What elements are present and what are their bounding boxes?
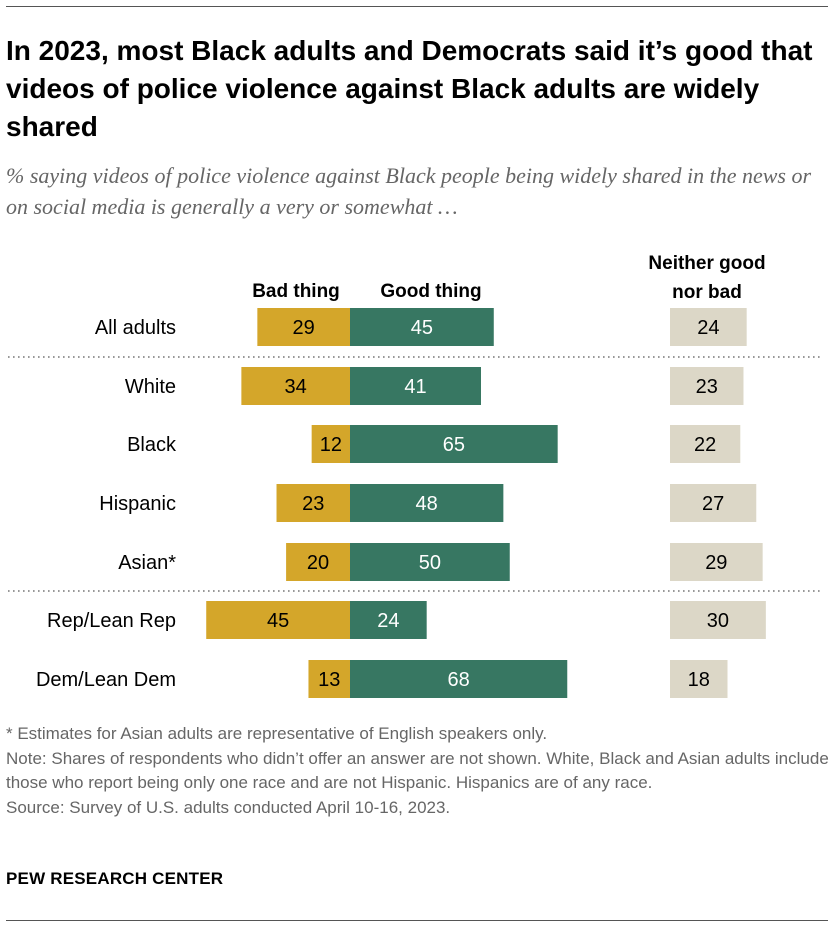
bar-neither (670, 660, 728, 698)
top-rule (6, 6, 828, 7)
data-label-neither: 24 (697, 317, 719, 339)
data-label-good: 41 (404, 376, 426, 398)
data-label-bad: 12 (320, 434, 342, 456)
category-label: All adults (95, 317, 176, 339)
bar-good-thing (350, 484, 504, 522)
chart-row: Dem/Lean Dem 13 68 18 (36, 660, 728, 698)
category-label: Rep/Lean Rep (47, 610, 176, 632)
data-label-good: 24 (377, 610, 399, 632)
bar-good-thing (350, 543, 510, 581)
data-label-neither: 18 (688, 669, 710, 691)
asterisk-note: * Estimates for Asian adults are represe… (6, 724, 548, 743)
bar-good-thing (350, 308, 494, 346)
bottom-rule (6, 920, 828, 921)
data-label-neither: 30 (707, 610, 729, 632)
chart-row: Hispanic 23 48 27 (99, 484, 757, 522)
bar-bad-thing (241, 367, 350, 405)
bar-bad-thing (308, 660, 350, 698)
header-good-thing: Good thing (380, 281, 481, 302)
category-label: Asian* (118, 552, 176, 574)
data-label-good: 48 (416, 493, 438, 515)
header-neither-line2: nor bad (672, 282, 742, 303)
bar-neither (670, 367, 744, 405)
data-label-bad: 13 (318, 669, 340, 691)
data-label-neither: 23 (696, 376, 718, 398)
data-label-good: 65 (443, 434, 465, 456)
bar-neither (670, 484, 757, 522)
bar-bad-thing (311, 425, 350, 463)
header-neither-line1: Neither good (648, 253, 765, 274)
methodology-note: Note: Shares of respondents who didn’t o… (6, 748, 829, 793)
data-label-good: 50 (419, 552, 441, 574)
bar-good-thing (350, 367, 481, 405)
bar-neither (670, 425, 741, 463)
data-label-neither: 22 (694, 434, 716, 456)
category-label: Black (127, 434, 177, 456)
chart-notes: * Estimates for Asian adults are represe… (6, 722, 832, 820)
category-label: Dem/Lean Dem (36, 669, 176, 691)
data-label-bad: 34 (285, 376, 307, 398)
diverging-bar-chart: Bad thing Good thing Neither good nor bad A… (8, 253, 822, 698)
chart-row: All adults 29 45 24 (95, 308, 747, 346)
data-label-neither: 27 (702, 493, 724, 515)
bar-good-thing (350, 425, 558, 463)
data-label-bad: 23 (302, 493, 324, 515)
bar-bad-thing (276, 484, 350, 522)
chart-row: White 34 41 23 (125, 367, 744, 405)
data-label-good: 45 (411, 317, 433, 339)
bar-bad-thing (206, 601, 350, 639)
data-label-neither: 29 (705, 552, 727, 574)
category-label: White (125, 376, 176, 398)
source-note: Source: Survey of U.S. adults conducted … (6, 797, 451, 817)
chart-subtitle: % saying videos of police violence again… (6, 163, 812, 219)
category-label: Hispanic (99, 493, 176, 515)
bar-neither (670, 601, 766, 639)
chart-row: Rep/Lean Rep 45 24 30 (47, 601, 766, 639)
bar-neither (670, 308, 747, 346)
bar-bad-thing (257, 308, 350, 346)
chart-row: Black 12 65 22 (127, 425, 741, 463)
chart-title: In 2023, most Black adults and Democrats… (6, 35, 813, 142)
data-label-bad: 20 (307, 552, 329, 574)
data-label-bad: 45 (267, 610, 289, 632)
data-label-bad: 29 (293, 317, 315, 339)
bar-bad-thing (286, 543, 350, 581)
header-bad-thing: Bad thing (252, 281, 340, 302)
chart-row: Asian* 20 50 29 (118, 543, 763, 581)
bar-good-thing (350, 660, 568, 698)
data-label-good: 68 (448, 669, 470, 691)
bar-neither (670, 543, 763, 581)
brand-logo-text: PEW RESEARCH CENTER (6, 869, 224, 888)
bar-good-thing (350, 601, 427, 639)
